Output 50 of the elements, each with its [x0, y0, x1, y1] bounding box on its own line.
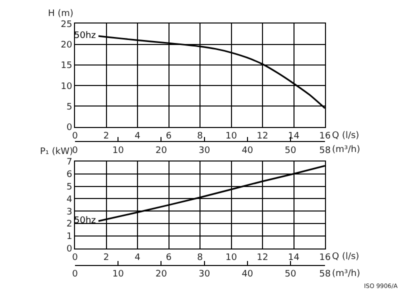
x2-tick-label: 58 — [319, 270, 331, 280]
x2-tick-label: 50 — [284, 146, 297, 156]
x-tick-label: 2 — [103, 253, 110, 264]
x-tick-label: 4 — [134, 253, 141, 264]
x2-tick-label: 40 — [242, 146, 254, 156]
y-tick-label: 25 — [60, 20, 72, 30]
x-tick-label: 14 — [288, 132, 300, 142]
y-tick-label: 3 — [66, 207, 72, 218]
x-tick-label: 16 — [319, 253, 331, 264]
x-tick-label: 8 — [197, 132, 204, 142]
x2-tick-label: 30 — [198, 146, 210, 156]
y-tick-label: 4 — [66, 194, 72, 205]
y-tick-label: 10 — [60, 82, 72, 92]
y-tick-label: 15 — [60, 61, 72, 72]
x2-tick-label: 58 — [319, 146, 331, 156]
x2-tick-label: 40 — [242, 270, 254, 280]
y-tick-label: 20 — [60, 40, 72, 50]
x-tick-label: 10 — [226, 132, 238, 142]
y-tick-label: 1 — [66, 232, 72, 242]
series-label: 50hz — [74, 216, 96, 226]
x2-tick-label: 20 — [155, 146, 168, 156]
x-tick-label: 10 — [226, 253, 238, 264]
x2-tick-label: 30 — [198, 270, 210, 280]
x-tick-label: 2 — [103, 132, 110, 142]
x2-axis-title: (m³/h) — [332, 145, 360, 155]
x2-axis-title: (m³/h) — [332, 269, 360, 279]
x-tick-label: 14 — [288, 253, 300, 264]
y-axis-title: P₁ (kW) — [40, 147, 74, 157]
x-tick-label: 6 — [166, 253, 172, 264]
x2-tick-label: 10 — [112, 146, 124, 156]
y-tick-label: 6 — [66, 170, 72, 180]
x-axis-title: Q (l/s) — [332, 131, 360, 141]
x2-tick-label: 20 — [155, 270, 168, 280]
x-tick-label: 12 — [256, 253, 268, 264]
x-tick-label: 4 — [134, 132, 141, 142]
y-tick-label: 5 — [66, 182, 72, 192]
series-label: 50hz — [74, 31, 96, 41]
x-axis-title: Q (l/s) — [332, 252, 360, 262]
x-tick-label: 8 — [197, 253, 204, 264]
y-tick-label: 7 — [66, 158, 72, 168]
y-tick-label: 2 — [66, 220, 72, 230]
y-tick-label: 0 — [66, 244, 72, 255]
x2-tick-label: 10 — [112, 270, 124, 280]
x-tick-label: 6 — [166, 132, 172, 142]
x-tick-label: 12 — [256, 132, 268, 142]
y-tick-label: 0 — [66, 123, 72, 134]
x2-tick-label: 50 — [284, 270, 297, 280]
x-tick-label: 16 — [319, 132, 331, 142]
y-tick-label: 5 — [66, 102, 72, 112]
y-axis-title: H (m) — [48, 9, 74, 19]
